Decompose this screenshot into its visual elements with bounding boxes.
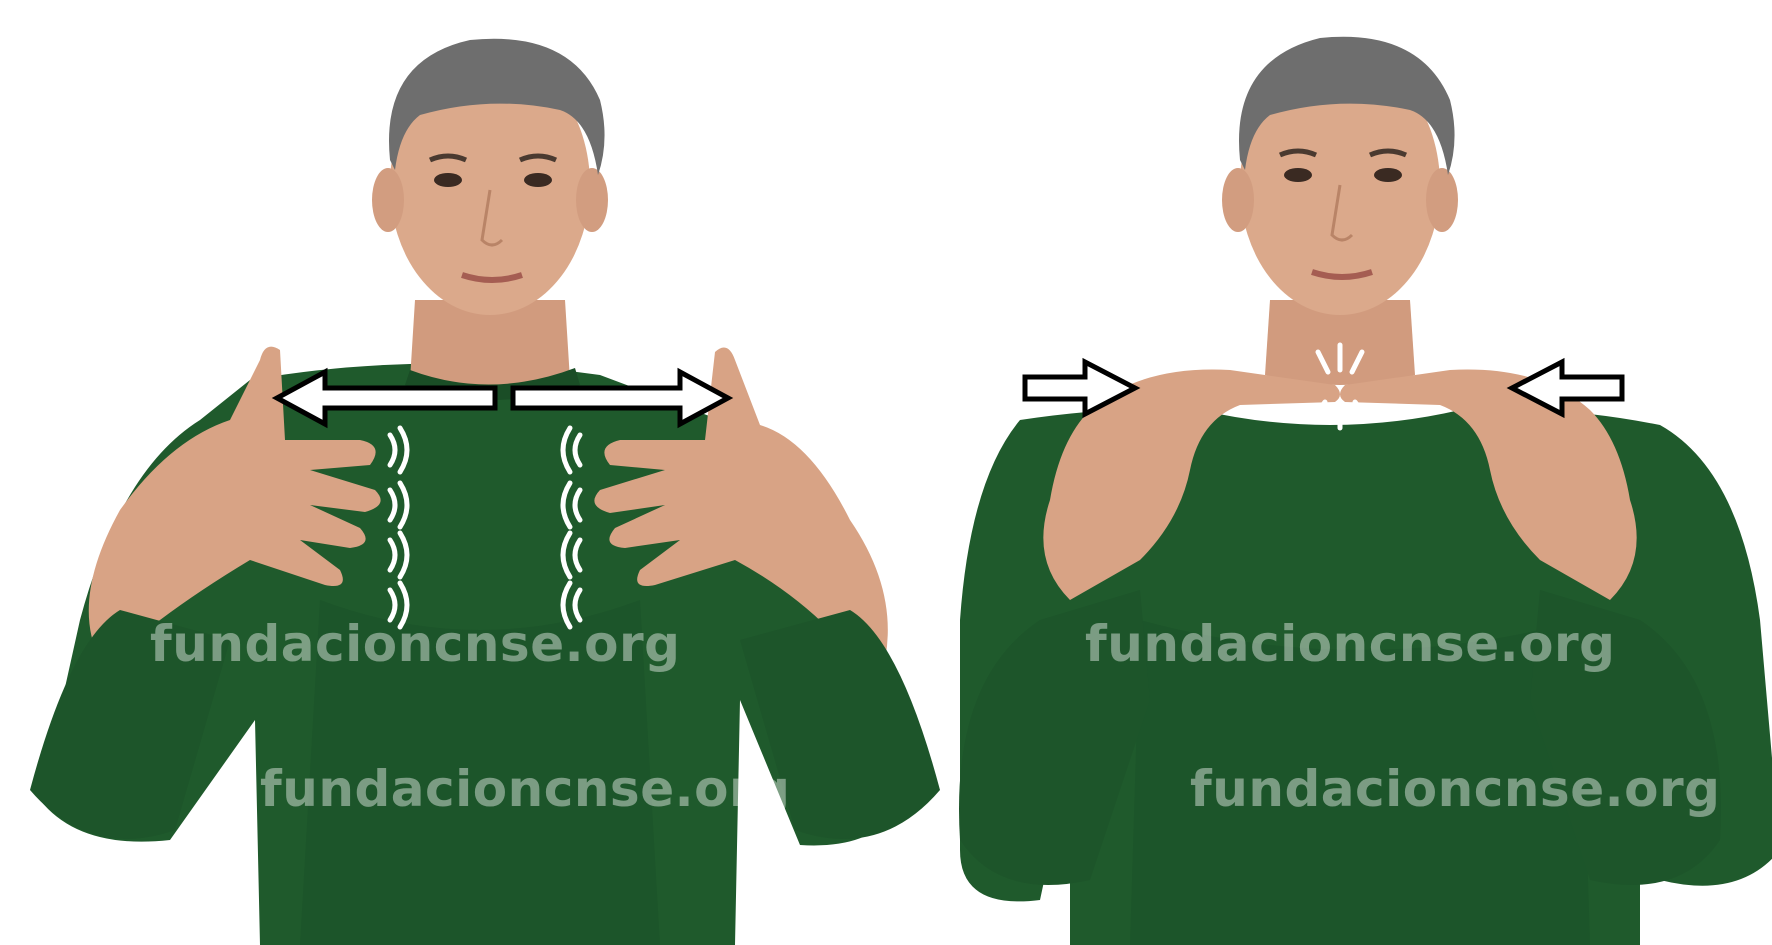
watermark-3: fundacioncnse.org [1085,615,1616,673]
signer-figure-1 [30,38,940,945]
arrow-left-icon [1506,357,1625,419]
watermark-1: fundacioncnse.org [150,615,681,673]
head [390,55,590,315]
hand-left [88,346,381,660]
neck [410,300,570,393]
motion-marks-left [387,425,410,630]
hand-left [1043,369,1340,600]
hand-right [1340,369,1637,600]
hair [1239,36,1455,175]
arrow-left-icon [271,367,498,429]
motion-marks-right [560,425,583,630]
signer-figure-2 [959,36,1772,945]
hair [389,38,605,175]
arrow-right-icon [510,367,734,429]
watermark-4: fundacioncnse.org [1190,760,1721,818]
watermark-2: fundacioncnse.org [260,760,791,818]
contact-marks-icon [1309,342,1371,431]
arrow-right-icon [1022,357,1141,419]
sign-frame-1: fundacioncnse.org fundacioncnse.org [30,38,940,945]
hand-right [594,347,888,680]
sign-frame-2: fundacioncnse.org fundacioncnse.org [940,0,1772,945]
